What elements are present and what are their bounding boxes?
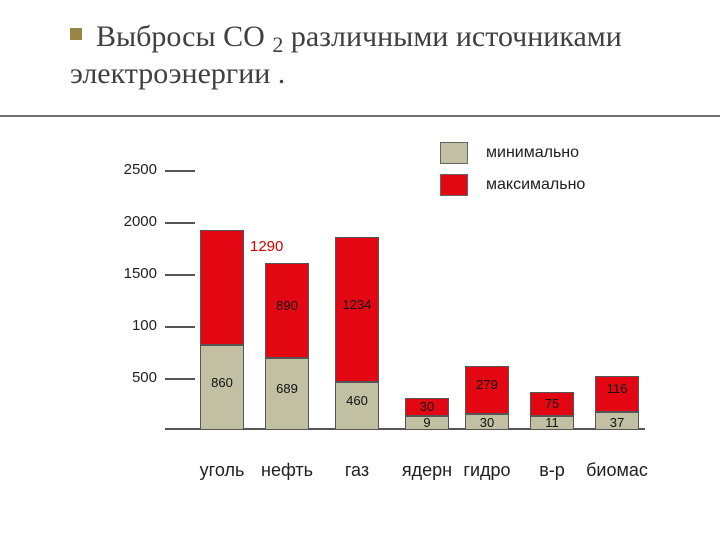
bar-segment-min: 860	[200, 345, 244, 430]
category-label: биомас	[586, 460, 648, 481]
category-label: нефть	[261, 460, 313, 481]
bar-segment-min: 9	[405, 416, 449, 430]
category-label: в-р	[539, 460, 565, 481]
legend-swatch-min	[440, 142, 468, 164]
legend-label-min: минимально	[486, 144, 579, 162]
y-tick	[165, 170, 195, 172]
bar-value-max: 116	[596, 382, 638, 396]
bar-segment-min: 11	[530, 416, 574, 430]
bar-segment-max: 116	[595, 376, 639, 412]
title-sub: 2	[272, 32, 283, 57]
bar-value-max: 30	[406, 400, 448, 414]
bar-segment-max: 279	[465, 366, 509, 414]
legend-item-min: минимально	[440, 142, 585, 164]
y-tick-label: 2500	[107, 161, 157, 178]
bar-value-max: 75	[531, 397, 573, 411]
y-tick-label: 1500	[107, 265, 157, 282]
bar-segment-max: 1234	[335, 237, 379, 382]
chart: 5001001500200025001290860уголь689890нефт…	[165, 170, 645, 430]
title-pre: Выбросы CO	[96, 20, 265, 53]
bar-segment-max: 30	[405, 398, 449, 416]
y-tick	[165, 274, 195, 276]
bar-segment-min: 37	[595, 412, 639, 430]
category-label: ядерн	[402, 460, 452, 481]
title-rule	[0, 115, 720, 117]
y-tick	[165, 222, 195, 224]
bar-segment-min: 689	[265, 358, 309, 430]
bar-segment-max: 890	[265, 263, 309, 358]
y-tick	[165, 378, 195, 380]
bar-segment-min: 460	[335, 382, 379, 430]
title-bullet	[70, 28, 82, 40]
y-tick-label: 2000	[107, 213, 157, 230]
bar-value-min: 689	[266, 382, 308, 396]
bar-value-max: 890	[266, 299, 308, 313]
bar-value-min: 30	[466, 416, 508, 430]
y-tick-label: 500	[107, 369, 157, 386]
bar-segment-max	[200, 230, 244, 345]
slide: Выбросы CO 2 различными источниками элек…	[0, 0, 720, 540]
category-label: гидро	[463, 460, 510, 481]
bar-value-min: 11	[531, 416, 573, 430]
bar-value-max: 279	[466, 378, 508, 392]
bar-value-max: 1290	[250, 238, 283, 255]
bar-value-min: 9	[406, 416, 448, 430]
bar-value-min: 460	[336, 394, 378, 408]
bar-segment-max: 75	[530, 392, 574, 416]
y-tick-label: 100	[107, 317, 157, 334]
category-label: уголь	[200, 460, 245, 481]
title-text: Выбросы CO 2 различными источниками элек…	[70, 20, 622, 90]
bar-value-max: 1234	[336, 298, 378, 312]
slide-title: Выбросы CO 2 различными источниками элек…	[70, 20, 670, 92]
bar-value-min: 860	[201, 376, 243, 390]
bar-value-min: 37	[596, 416, 638, 430]
y-tick	[165, 326, 195, 328]
bar-segment-min: 30	[465, 414, 509, 430]
category-label: газ	[345, 460, 369, 481]
